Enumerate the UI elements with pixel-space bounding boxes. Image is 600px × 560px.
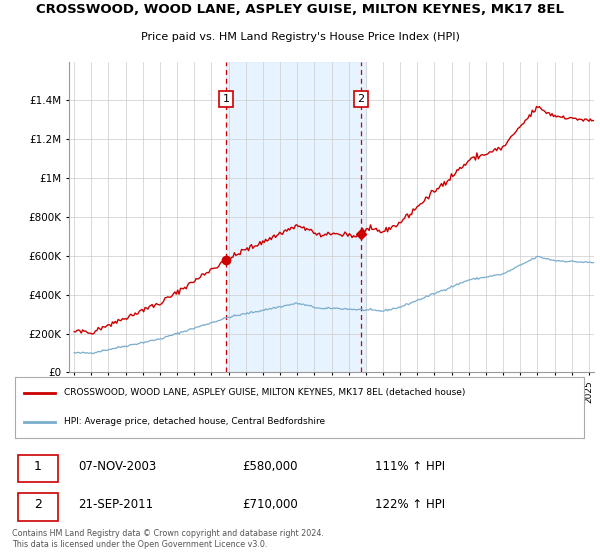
Text: 111% ↑ HPI: 111% ↑ HPI	[375, 460, 445, 473]
Text: 2: 2	[34, 498, 42, 511]
Text: £710,000: £710,000	[242, 498, 298, 511]
Text: 2: 2	[358, 94, 365, 104]
Text: 07-NOV-2003: 07-NOV-2003	[78, 460, 157, 473]
FancyBboxPatch shape	[15, 377, 584, 438]
Text: Price paid vs. HM Land Registry's House Price Index (HPI): Price paid vs. HM Land Registry's House …	[140, 32, 460, 43]
Text: CROSSWOOD, WOOD LANE, ASPLEY GUISE, MILTON KEYNES, MK17 8EL (detached house): CROSSWOOD, WOOD LANE, ASPLEY GUISE, MILT…	[64, 388, 465, 397]
Text: £580,000: £580,000	[242, 460, 298, 473]
FancyBboxPatch shape	[18, 493, 58, 521]
Text: 1: 1	[34, 460, 42, 473]
Text: HPI: Average price, detached house, Central Bedfordshire: HPI: Average price, detached house, Cent…	[64, 417, 325, 426]
Text: 1: 1	[223, 94, 229, 104]
Bar	[226, 62, 366, 372]
Text: 21-SEP-2011: 21-SEP-2011	[78, 498, 154, 511]
Text: 122% ↑ HPI: 122% ↑ HPI	[375, 498, 445, 511]
FancyBboxPatch shape	[18, 455, 58, 482]
Text: Contains HM Land Registry data © Crown copyright and database right 2024.
This d: Contains HM Land Registry data © Crown c…	[12, 529, 324, 549]
Text: CROSSWOOD, WOOD LANE, ASPLEY GUISE, MILTON KEYNES, MK17 8EL: CROSSWOOD, WOOD LANE, ASPLEY GUISE, MILT…	[36, 3, 564, 16]
